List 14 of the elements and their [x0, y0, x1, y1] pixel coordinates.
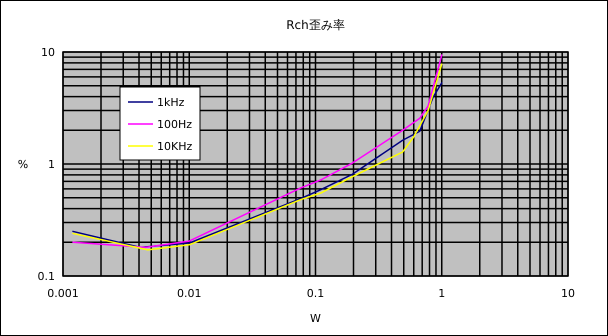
- chart-title: Rch歪み率: [286, 18, 345, 32]
- x-tick-label: 0.1: [306, 287, 324, 300]
- y-tick-label: 0.1: [38, 270, 55, 283]
- y-tick-label: 1: [48, 158, 55, 171]
- y-tick-label: 10: [41, 46, 55, 59]
- x-tick-label: 0.01: [177, 287, 202, 300]
- x-tick-label: 10: [561, 287, 575, 300]
- x-tick-label: 0.001: [47, 287, 79, 300]
- legend-label: 1kHz: [157, 96, 185, 109]
- legend-label: 10KHz: [157, 140, 192, 153]
- x-tick-label: 1: [438, 287, 446, 300]
- y-axis-title: %: [18, 158, 28, 171]
- x-axis-title: W: [310, 312, 322, 325]
- legend-label: 100Hz: [157, 118, 192, 131]
